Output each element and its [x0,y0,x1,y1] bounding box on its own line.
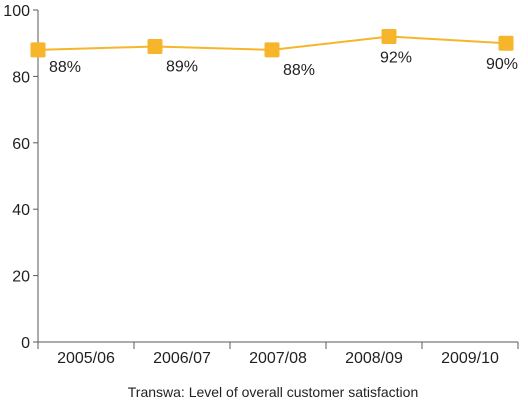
x-tick-label: 2007/08 [249,350,307,367]
x-tick-label: 2009/10 [441,350,499,367]
y-tick-label: 0 [21,335,30,352]
y-tick-label: 60 [12,136,30,153]
series-line-group [30,29,514,58]
y-tick-label: 20 [12,269,30,286]
series-point-marker [147,39,163,55]
data-label: 92% [380,50,412,67]
y-tick-label: 40 [12,202,30,219]
y-tick-label: 100 [3,3,30,20]
series-point-marker [381,29,397,45]
x-tick-label: 2005/06 [57,350,115,367]
data-labels: 88% 89% 88% 92% 90% [49,50,518,79]
data-label: 89% [166,59,198,76]
x-tick-label: 2008/09 [345,350,403,367]
data-label: 90% [486,56,518,73]
series-point-marker [498,35,514,51]
axes [33,9,519,349]
chart-caption: Transwa: Level of overall customer satis… [128,384,419,400]
series-point-marker [264,42,280,58]
x-tick-label: 2006/07 [153,350,211,367]
y-tick-label: 80 [12,69,30,86]
data-label: 88% [283,62,315,79]
tick-labels: 0 20 40 60 80 100 2005/06 2006/07 2007/08 2008/09… [3,3,499,367]
data-label: 88% [49,59,81,76]
series-point-marker [30,42,46,58]
